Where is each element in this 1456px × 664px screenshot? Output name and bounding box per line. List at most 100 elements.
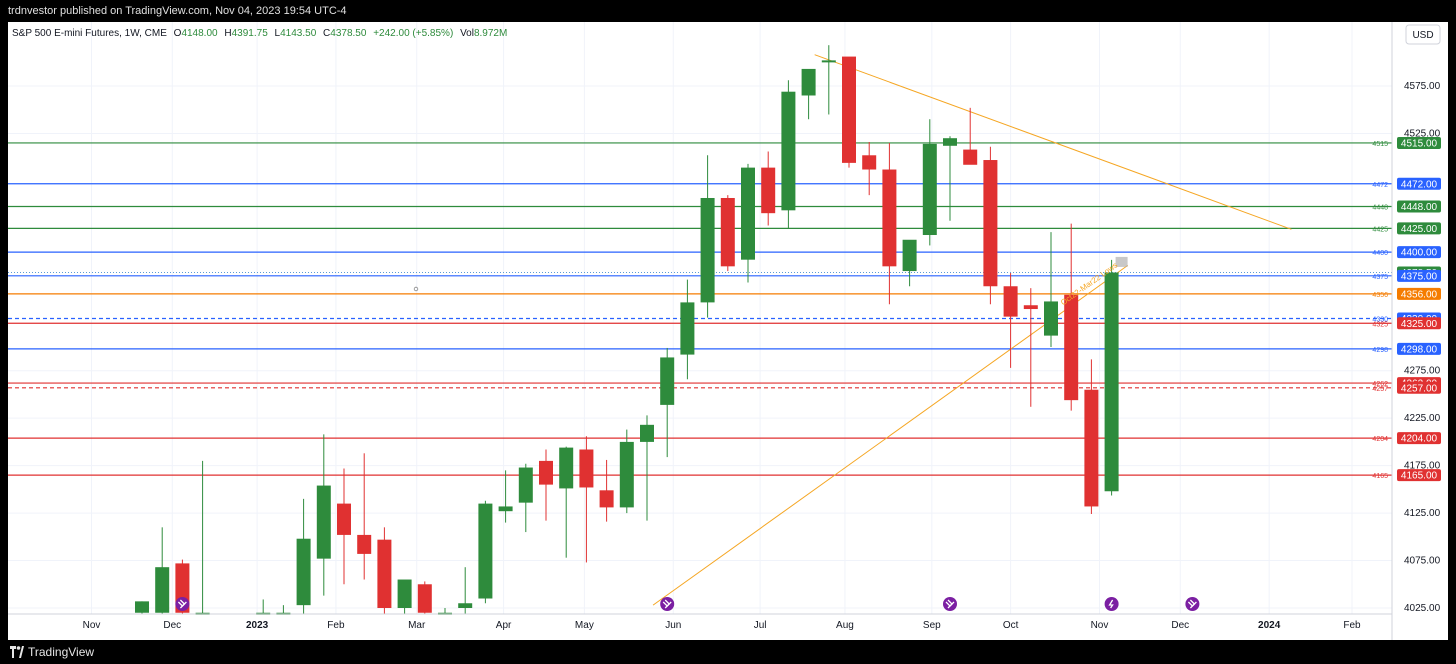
currency-button[interactable]: USD bbox=[1405, 24, 1441, 45]
price-chart[interactable]: 4515 4515.00 4472 4472.00 4448 4448.00 4425 442… bbox=[8, 22, 1448, 640]
level-price-label: 4425.00 bbox=[1401, 224, 1438, 235]
level-price-tag bbox=[1397, 222, 1441, 235]
event-marker-icon[interactable] bbox=[1104, 597, 1119, 611]
candle-body bbox=[599, 490, 614, 508]
event-marker-icon[interactable] bbox=[943, 597, 957, 611]
candle-body bbox=[397, 579, 412, 608]
price-tick-label: 4575.00 bbox=[1404, 81, 1441, 92]
candle-body bbox=[700, 197, 715, 303]
trendline bbox=[814, 54, 1292, 230]
time-tick-label: Mar bbox=[408, 620, 426, 631]
time-tick-label: 2024 bbox=[1258, 620, 1281, 631]
close-label: C bbox=[323, 28, 330, 39]
candle-body bbox=[498, 506, 513, 512]
high-label: H bbox=[224, 28, 231, 39]
candle-body bbox=[640, 424, 654, 442]
trendlines bbox=[652, 54, 1292, 606]
drawing-anchor-dot bbox=[413, 286, 419, 292]
level-price-tag bbox=[1397, 287, 1441, 300]
price-tick-label: 4225.00 bbox=[1404, 413, 1441, 424]
level-side-label: 4325 bbox=[1372, 321, 1388, 328]
event-marker-icon[interactable] bbox=[660, 597, 675, 611]
volume-value: 8.972M bbox=[474, 28, 507, 39]
candle-body bbox=[337, 503, 351, 535]
time-axis: Nov Dec 2023 Feb Mar Apr May Jun Jul Aug Sep Oct Nov… bbox=[83, 620, 1361, 631]
open-value: 4148.00 bbox=[181, 28, 218, 39]
candle-body bbox=[761, 167, 776, 214]
time-tick-label: Feb bbox=[1343, 620, 1361, 631]
level-price-label: 4375.00 bbox=[1401, 271, 1438, 282]
time-tick-label: Feb bbox=[327, 620, 345, 631]
open-label: O bbox=[174, 28, 182, 39]
candles bbox=[135, 45, 1128, 615]
level-side-label: 4298 bbox=[1372, 347, 1388, 354]
time-tick-label: Dec bbox=[163, 620, 181, 631]
candle-body bbox=[478, 503, 493, 599]
candle-body bbox=[1084, 389, 1099, 507]
change-value: +242.00 (+5.85%) bbox=[373, 28, 453, 39]
event-marker-icon[interactable] bbox=[175, 597, 190, 611]
candle-body bbox=[922, 143, 937, 236]
level-price-tag bbox=[1397, 136, 1441, 149]
price-tick-label: 4125.00 bbox=[1404, 508, 1441, 519]
close-value: 4378.50 bbox=[330, 28, 367, 39]
event-marker-circle bbox=[175, 597, 190, 611]
candle-body bbox=[842, 56, 856, 163]
level-side-label: 4472 bbox=[1372, 182, 1388, 189]
lightning-glyph bbox=[1108, 599, 1114, 609]
candle-body bbox=[720, 197, 735, 267]
time-tick-label: Dec bbox=[1171, 620, 1189, 631]
level-side-label: 4375 bbox=[1372, 274, 1388, 281]
candle-body bbox=[316, 485, 331, 559]
level-side-label: 4330 bbox=[1372, 317, 1388, 324]
footer-brand: TradingView bbox=[28, 645, 95, 659]
candle-body bbox=[539, 460, 553, 485]
arrow-glyph bbox=[1189, 599, 1196, 609]
level-side-label: 4448 bbox=[1372, 205, 1388, 212]
level-side-label: 4165 bbox=[1372, 473, 1388, 480]
low-label: L bbox=[275, 28, 281, 39]
price-tick-label: 4075.00 bbox=[1404, 556, 1441, 567]
time-tick-label: May bbox=[575, 620, 594, 631]
time-tick-label: Jul bbox=[754, 620, 767, 631]
level-side-label: 4356 bbox=[1372, 292, 1388, 299]
time-tick-label: Sep bbox=[923, 620, 941, 631]
level-price-tag bbox=[1397, 342, 1441, 355]
candle-body bbox=[1003, 286, 1018, 317]
candle-body bbox=[417, 584, 432, 613]
candle-body bbox=[882, 169, 897, 267]
level-price-label: 4400.00 bbox=[1401, 248, 1438, 259]
horizontal-levels: 4515 4515.00 4472 4472.00 4448 4448.00 4425 442… bbox=[8, 136, 1441, 482]
level-side-label: 4400 bbox=[1372, 250, 1388, 257]
symbol-name: S&P 500 E-mini Futures, 1W, CME bbox=[12, 28, 167, 39]
time-tick-label: Nov bbox=[83, 620, 101, 631]
level-price-label: 4356.00 bbox=[1401, 289, 1438, 300]
candle-body bbox=[619, 441, 634, 508]
currency-label: USD bbox=[1412, 30, 1433, 41]
level-side-label: 4425 bbox=[1372, 226, 1388, 233]
level-price-tag bbox=[1397, 317, 1441, 330]
candle-body bbox=[821, 60, 836, 63]
ohlc-legend: S&P 500 E-mini Futures, 1W, CME O4148.00… bbox=[12, 28, 507, 39]
event-marker-icon[interactable] bbox=[1185, 597, 1200, 611]
price-tick-label: 4025.00 bbox=[1404, 603, 1441, 614]
event-marker-circle bbox=[660, 597, 675, 611]
level-price-label: 4257.00 bbox=[1401, 383, 1438, 394]
candle-body bbox=[155, 567, 170, 613]
level-side-label: 4262 bbox=[1372, 381, 1388, 388]
arrow-glyph bbox=[664, 599, 671, 609]
time-tick-label: Oct bbox=[1003, 620, 1019, 631]
candle-body bbox=[741, 167, 755, 260]
level-price-tag bbox=[1397, 469, 1441, 482]
level-price-label: 4448.00 bbox=[1401, 202, 1438, 213]
candle-body bbox=[357, 534, 372, 554]
price-tick-label: 4175.00 bbox=[1404, 461, 1441, 472]
event-marker-circle bbox=[943, 597, 957, 611]
chart-frame: 4515 4515.00 4472 4472.00 4448 4448.00 4425 442… bbox=[8, 22, 1448, 640]
candle-body bbox=[458, 603, 473, 608]
arrow-glyph bbox=[947, 599, 953, 609]
level-price-tag bbox=[1397, 432, 1441, 445]
level-price-tag bbox=[1397, 200, 1441, 213]
arrow-glyph bbox=[179, 599, 186, 609]
volume-label: Vol bbox=[460, 28, 474, 39]
